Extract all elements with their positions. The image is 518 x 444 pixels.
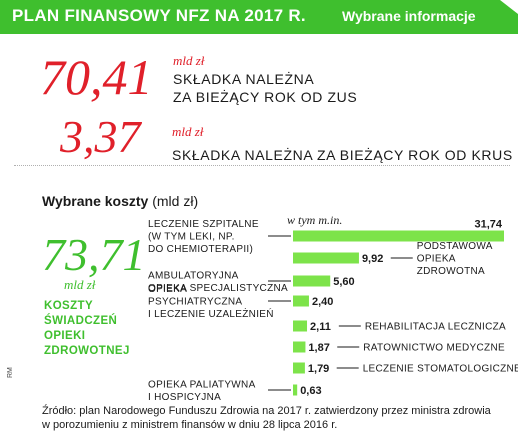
category-label: (W TYM LEKI, NP. bbox=[148, 232, 235, 243]
zus-contribution-label-line1: SKŁADKA NALEŻNA bbox=[173, 71, 315, 87]
in-total-label: w tym m.in. bbox=[287, 213, 343, 227]
section-divider bbox=[14, 165, 510, 166]
bar bbox=[293, 295, 309, 307]
value-label: 0,63 bbox=[300, 385, 321, 397]
source-line: Źródło: plan Narodowego Funduszu Zdrowia… bbox=[42, 405, 491, 417]
total-costs-label-line: ŚWIADCZEŃ bbox=[44, 315, 118, 327]
total-costs-unit: mld zł bbox=[64, 277, 96, 292]
category-label: PSYCHIATRYCZNA bbox=[148, 297, 242, 308]
category-label: LECZENIE STOMATOLOGICZNE bbox=[363, 364, 518, 375]
bar bbox=[293, 384, 298, 396]
costs-heading: Wybrane koszty (mld zł) bbox=[42, 193, 198, 209]
krus-contribution-unit: mld zł bbox=[172, 124, 204, 139]
value-label: 9,92 bbox=[362, 253, 383, 265]
category-label: PODSTAWOWA bbox=[417, 241, 493, 252]
bar bbox=[293, 362, 305, 374]
bar bbox=[293, 320, 308, 332]
total-costs-label-line: ZDROWOTNEJ bbox=[44, 345, 130, 357]
category-label: AMBULATORYJNA bbox=[148, 270, 239, 281]
value-label: 1,87 bbox=[308, 342, 329, 354]
bar bbox=[293, 230, 504, 242]
source-note: Źródło: plan Narodowego Funduszu Zdrowia… bbox=[42, 404, 512, 432]
category-label: I HOSPICYJNA bbox=[148, 392, 221, 403]
bar bbox=[293, 341, 306, 353]
category-label: REHABILITACJA LECZNICZA bbox=[365, 322, 506, 333]
page-title: PLAN FINANSOWY NFZ NA 2017 R. bbox=[12, 6, 306, 25]
costs-title: Wybrane koszty bbox=[42, 193, 149, 209]
krus-contribution-label: SKŁADKA NALEŻNA ZA BIEŻĄCY ROK OD KRUS bbox=[172, 147, 513, 163]
source-line: w porozumieniu z ministrem finansów w dn… bbox=[42, 419, 338, 431]
total-costs-label-line: OPIEKI bbox=[44, 330, 86, 342]
category-label: LECZENIE SZPITALNE bbox=[148, 219, 259, 230]
zus-contribution-value: 70,41 bbox=[40, 49, 153, 105]
krus-contribution-value: 3,37 bbox=[60, 111, 141, 162]
category-label: RATOWNICTWO MEDYCZNE bbox=[363, 343, 505, 354]
category-label: I LECZENIE UZALEŻNIEŃ bbox=[148, 307, 274, 320]
bar bbox=[293, 275, 331, 287]
header-banner bbox=[0, 0, 518, 34]
zus-contribution-label-line2: ZA BIEŻĄCY ROK OD ZUS bbox=[173, 89, 358, 105]
value-label: 31,74 bbox=[474, 219, 502, 231]
total-costs-label-line: KOSZTY bbox=[44, 300, 94, 312]
value-label: 5,60 bbox=[333, 276, 354, 288]
bar bbox=[293, 252, 359, 264]
category-label: OPIEKA bbox=[417, 254, 456, 265]
category-label: ZDROWOTNA bbox=[417, 266, 485, 277]
total-costs-label: KOSZTY ŚWIADCZEŃ OPIEKI ZDROWOTNEJ bbox=[44, 299, 154, 359]
value-label: 1,79 bbox=[308, 363, 329, 375]
author-credit: RM bbox=[7, 367, 14, 378]
category-label: DO CHEMIOTERAPII) bbox=[148, 244, 253, 255]
total-costs-value: 73,71 bbox=[42, 229, 146, 280]
category-label: OPIEKA PALIATYWNA bbox=[148, 379, 256, 390]
value-label: 2,11 bbox=[310, 321, 331, 333]
category-label: OPIEKA SPECJALISTYCZNA bbox=[148, 283, 288, 294]
category-label: OPIEKA bbox=[148, 284, 187, 295]
page-subtitle: Wybrane informacje bbox=[342, 8, 476, 24]
value-label: 2,40 bbox=[312, 296, 333, 308]
zus-contribution-unit: mld zł bbox=[173, 53, 205, 68]
costs-unit: (mld zł) bbox=[152, 193, 199, 209]
